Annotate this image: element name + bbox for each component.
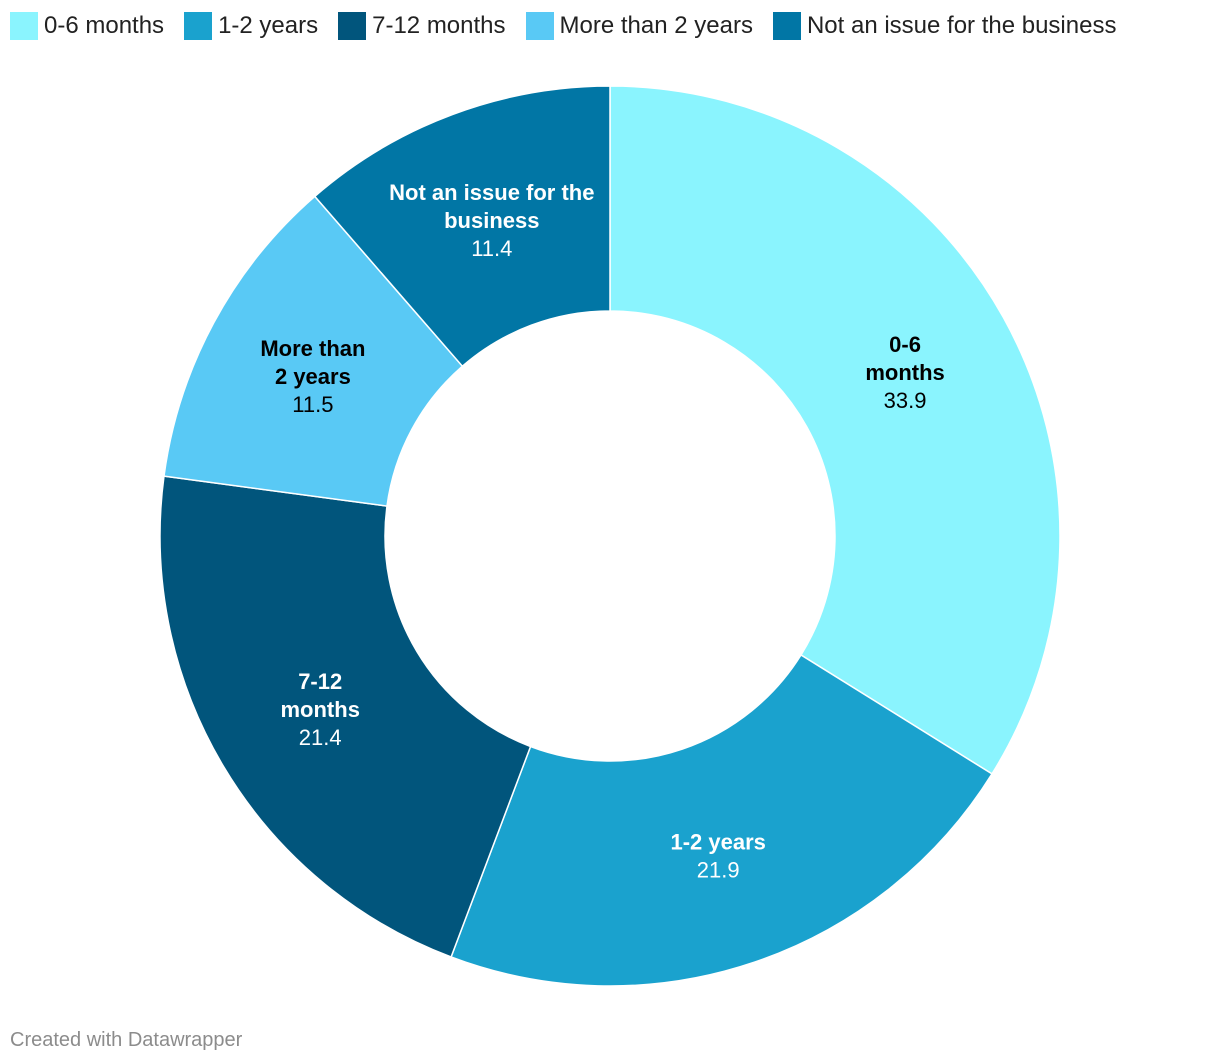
slice-value-label: 33.9 [884,388,927,413]
slice-value-label: 21.4 [299,725,342,750]
slice-label-name: months [280,697,359,722]
legend-item: 7-12 months [338,12,506,40]
legend-swatch [10,12,38,40]
donut-slice [609,85,1061,775]
slice-label-name: 1-2 years [671,830,766,855]
legend-swatch [525,12,554,40]
slice-value-label: 21.9 [697,858,740,883]
legend-label: 1-2 years [218,12,319,39]
chart-legend: 0-6 months 1-2 years 7-12 months More than … [10,12,1136,40]
slice-label: Not an issue for the business 11.4 [389,180,594,261]
legend-label: More than 2 years [559,12,753,39]
legend-swatch [338,12,367,40]
slice-label-name: business [444,208,539,233]
slice-label: 0-6 months 33.9 [865,332,944,413]
donut-slice [163,195,464,507]
legend-item: Not an issue for the business [772,12,1117,40]
slice-label-name: 2 years [275,364,351,389]
legend-swatch [184,12,213,40]
slice-label-name: 7-12 [298,669,342,694]
slice-label-name: months [865,360,944,385]
slice-value-label: 11.4 [471,236,512,261]
slice-label-name: 0-6 [889,332,921,357]
donut-slice [313,85,611,368]
slice-label: More than 2 years 11.5 [260,336,365,417]
legend-label: 0-6 months [44,12,165,39]
slice-label-name: More than [260,336,365,361]
slice-label: 1-2 years 21.9 [671,830,766,883]
credit-footer: Created with Datawrapper [10,1029,243,1051]
slice-label: 7-12 months 21.4 [280,669,359,750]
legend-item: 0-6 months [10,12,164,40]
legend-label: Not an issue for the business [806,12,1117,39]
legend-label: 7-12 months [372,12,506,39]
donut-slice [159,475,532,958]
slice-value-label: 11.5 [292,392,333,417]
slice-label-name: Not an issue for the [389,180,594,205]
donut-slice [450,653,993,987]
legend-swatch [772,12,801,40]
legend-item: 1-2 years [184,12,318,40]
legend-item: More than 2 years [525,12,753,40]
